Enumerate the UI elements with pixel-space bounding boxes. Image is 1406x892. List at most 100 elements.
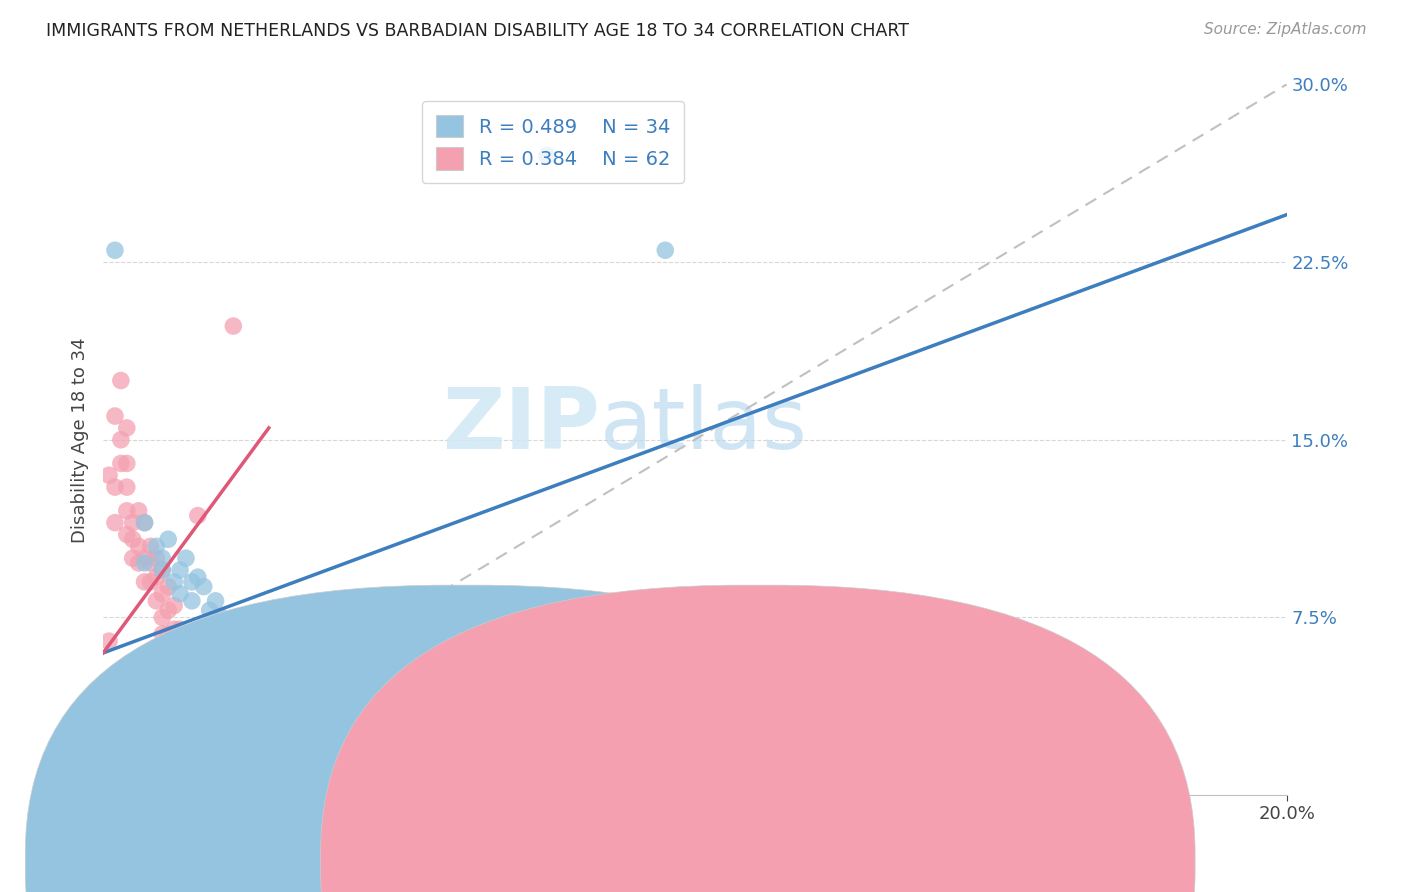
Point [115, 480, 138, 494]
Point [174, 681, 197, 696]
Point [104, 244, 127, 258]
Point [187, 508, 209, 523]
Point [257, 657, 280, 672]
Point [150, 587, 173, 601]
Text: Barbadians: Barbadians [786, 849, 887, 867]
Point [139, 539, 162, 553]
Point [240, 698, 263, 712]
Point [536, 148, 558, 162]
Point [145, 570, 167, 584]
Point [145, 539, 167, 553]
Point [98, 634, 121, 648]
Point [104, 409, 127, 423]
Point [257, 698, 280, 712]
Point [447, 681, 470, 696]
Point [270, 670, 292, 684]
Point [252, 650, 274, 665]
Point [128, 539, 150, 553]
Point [169, 587, 191, 601]
Point [134, 574, 156, 589]
Point [477, 698, 499, 712]
Text: atlas: atlas [600, 384, 808, 467]
Point [150, 627, 173, 641]
Point [157, 533, 180, 547]
Point [211, 610, 233, 624]
Text: IMMIGRANTS FROM NETHERLANDS VS BARBADIAN DISABILITY AGE 18 TO 34 CORRELATION CHA: IMMIGRANTS FROM NETHERLANDS VS BARBADIAN… [46, 22, 910, 40]
Point [139, 574, 162, 589]
Point [204, 698, 226, 712]
Point [193, 580, 215, 594]
Point [150, 610, 173, 624]
Point [115, 457, 138, 471]
Point [169, 646, 191, 660]
Point [157, 580, 180, 594]
Point [180, 574, 202, 589]
Point [150, 563, 173, 577]
Point [169, 563, 191, 577]
Point [104, 516, 127, 530]
Point [139, 556, 162, 570]
Point [110, 457, 132, 471]
Point [145, 551, 167, 566]
Point [169, 670, 191, 684]
Point [163, 646, 186, 660]
Point [169, 622, 191, 636]
Point [204, 674, 226, 689]
Point [180, 594, 202, 608]
Point [110, 374, 132, 388]
Point [488, 712, 510, 726]
Point [316, 689, 339, 703]
Point [121, 516, 143, 530]
Point [316, 698, 339, 712]
Point [134, 516, 156, 530]
Point [198, 670, 221, 684]
Text: ZIP: ZIP [443, 384, 600, 467]
Point [134, 556, 156, 570]
Point [134, 516, 156, 530]
Point [211, 650, 233, 665]
Point [222, 319, 245, 334]
Point [163, 599, 186, 613]
Point [174, 657, 197, 672]
Point [134, 551, 156, 566]
Point [157, 603, 180, 617]
Point [163, 622, 186, 636]
Point [187, 570, 209, 584]
Point [150, 551, 173, 566]
Point [222, 627, 245, 641]
Point [98, 736, 121, 750]
Legend: R = 0.489    N = 34, R = 0.384    N = 62: R = 0.489 N = 34, R = 0.384 N = 62 [422, 102, 683, 183]
Point [174, 634, 197, 648]
Point [921, 693, 943, 707]
Point [281, 674, 304, 689]
Point [115, 421, 138, 435]
Point [115, 527, 138, 541]
Point [240, 634, 263, 648]
Point [157, 627, 180, 641]
Point [163, 574, 186, 589]
Point [115, 504, 138, 518]
Point [429, 670, 451, 684]
Point [240, 674, 263, 689]
Point [150, 563, 173, 577]
Point [228, 689, 250, 703]
Point [121, 551, 143, 566]
Point [654, 244, 676, 258]
Point [121, 533, 143, 547]
Point [180, 693, 202, 707]
Point [204, 594, 226, 608]
Point [174, 551, 197, 566]
Point [128, 556, 150, 570]
Point [180, 646, 202, 660]
Point [198, 693, 221, 707]
Point [145, 594, 167, 608]
Point [198, 603, 221, 617]
Y-axis label: Disability Age 18 to 34: Disability Age 18 to 34 [72, 337, 89, 542]
Point [110, 433, 132, 447]
Text: Source: ZipAtlas.com: Source: ZipAtlas.com [1204, 22, 1367, 37]
Point [217, 617, 239, 632]
Text: Immigrants from Netherlands: Immigrants from Netherlands [408, 849, 675, 867]
Point [193, 681, 215, 696]
Point [104, 480, 127, 494]
Point [128, 504, 150, 518]
